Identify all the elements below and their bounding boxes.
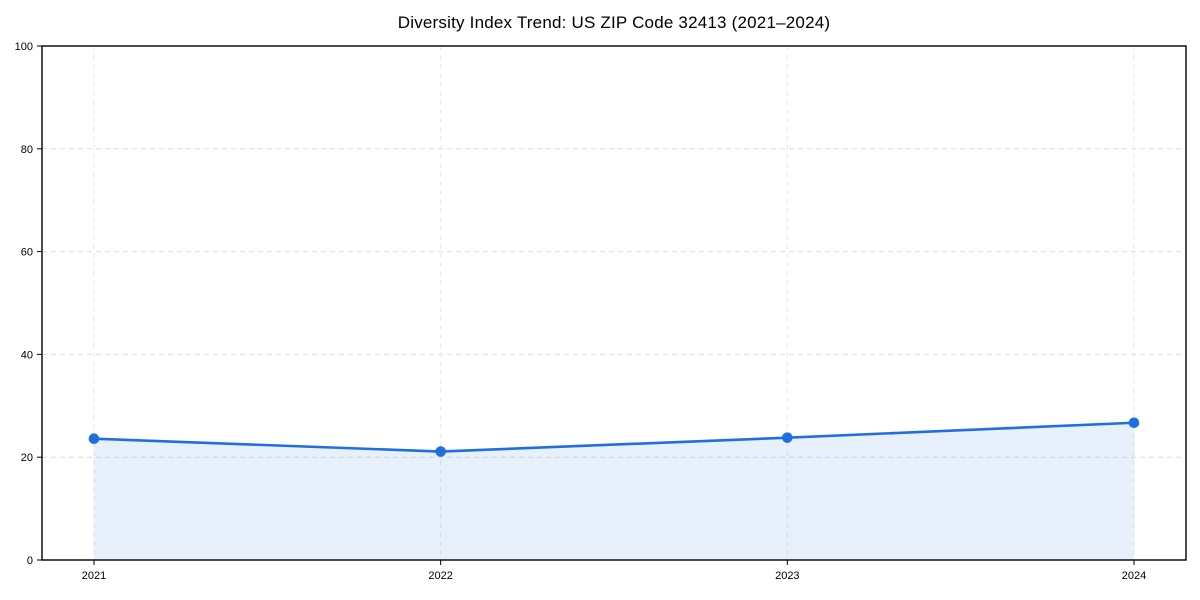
x-tick-label: 2022 [428, 570, 452, 582]
data-point-marker [782, 432, 793, 443]
y-tick-label: 0 [27, 555, 33, 567]
trend-line [92, 421, 1136, 453]
y-tick-label: 100 [15, 41, 33, 53]
data-point-marker [435, 446, 446, 457]
data-point-marker [88, 433, 100, 444]
y-tick-label: 60 [21, 247, 33, 259]
data-point-marker [1128, 417, 1140, 429]
x-tick-label: 2023 [775, 570, 799, 582]
y-tick-label: 20 [21, 452, 33, 464]
x-tick-label: 2021 [82, 570, 106, 582]
y-tick-label: 40 [21, 349, 33, 361]
plot-frame [41, 45, 1187, 561]
chart-title: Diversity Index Trend: US ZIP Code 32413… [397, 13, 831, 32]
area-fill [94, 422, 1134, 560]
y-tick-label: 80 [21, 144, 33, 156]
x-tick-label: 2024 [1122, 570, 1146, 582]
